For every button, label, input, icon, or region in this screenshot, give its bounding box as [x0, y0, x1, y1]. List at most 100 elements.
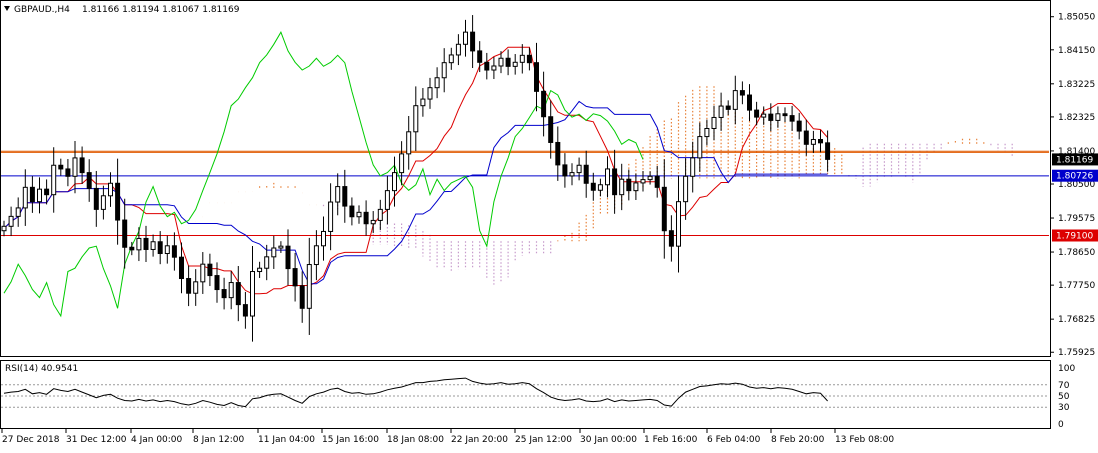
candle-body[interactable]	[37, 188, 42, 203]
candle-body[interactable]	[761, 113, 767, 118]
candle-body[interactable]	[228, 282, 234, 299]
candle-body[interactable]	[384, 190, 390, 210]
candle-body[interactable]	[576, 164, 582, 174]
candle-body[interactable]	[72, 157, 78, 177]
candle-body[interactable]	[221, 289, 227, 299]
candle-body[interactable]	[1, 225, 7, 232]
candle-body[interactable]	[505, 57, 511, 67]
candle-body[interactable]	[363, 211, 369, 225]
candle-body[interactable]	[697, 136, 703, 159]
candle-body[interactable]	[86, 172, 92, 189]
candle-body[interactable]	[65, 168, 71, 177]
candle-body[interactable]	[313, 245, 319, 266]
candle-body[interactable]	[171, 245, 177, 258]
candle-body[interactable]	[150, 241, 156, 250]
candle-body[interactable]	[193, 281, 199, 294]
candle-body[interactable]	[491, 65, 497, 71]
candle-body[interactable]	[477, 50, 483, 63]
candle-body[interactable]	[129, 246, 135, 251]
time-axis[interactable]: 27 Dec 2018 31 Dec 12:00 4 Jan 00:00 8 Jan …	[1, 429, 894, 445]
horizontal-levels[interactable]	[1, 150, 1049, 236]
candle-body[interactable]	[690, 157, 696, 177]
candle-body[interactable]	[335, 186, 341, 203]
candle-body[interactable]	[22, 186, 28, 209]
candle-body[interactable]	[257, 267, 263, 273]
candle-body[interactable]	[242, 304, 248, 317]
candle-body[interactable]	[555, 141, 561, 166]
candle-body[interactable]	[498, 57, 504, 67]
candle-body[interactable]	[512, 61, 518, 67]
candle-body[interactable]	[200, 263, 206, 283]
candle-body[interactable]	[306, 264, 312, 309]
candle-body[interactable]	[392, 172, 397, 192]
candle-body[interactable]	[796, 120, 802, 132]
candle-body[interactable]	[732, 90, 738, 110]
candle-body[interactable]	[356, 211, 362, 218]
candle-body[interactable]	[235, 282, 241, 306]
candle-body[interactable]	[271, 247, 277, 258]
candle-body[interactable]	[541, 90, 547, 118]
candle-body[interactable]	[44, 188, 50, 196]
candle-body[interactable]	[115, 182, 121, 221]
candle-body[interactable]	[15, 207, 21, 217]
candle-body[interactable]	[29, 186, 35, 203]
candle-body[interactable]	[668, 230, 674, 247]
candle-body[interactable]	[683, 175, 689, 203]
price-scale[interactable]: 1.85050 1.84150 1.83225 1.82325 1.81400 1.805…	[1050, 13, 1095, 359]
candle-body[interactable]	[186, 278, 192, 294]
candle-body[interactable]	[455, 43, 461, 56]
candle-body[interactable]	[463, 31, 468, 45]
candle-body[interactable]	[285, 245, 291, 270]
candle-body[interactable]	[605, 168, 610, 186]
candle-body[interactable]	[654, 175, 660, 188]
candle-body[interactable]	[825, 142, 831, 160]
candle-body[interactable]	[100, 195, 106, 210]
candle-body[interactable]	[789, 115, 795, 122]
candle-body[interactable]	[370, 219, 376, 225]
candle-body[interactable]	[484, 61, 490, 71]
candle-body[interactable]	[768, 113, 774, 121]
candle-body[interactable]	[321, 230, 326, 247]
candle-body[interactable]	[399, 153, 405, 174]
candle-body[interactable]	[264, 256, 270, 269]
candle-body[interactable]	[754, 109, 760, 118]
candle-body[interactable]	[427, 87, 433, 100]
chart-menu-arrow-icon[interactable]	[4, 6, 10, 11]
candle-body[interactable]	[207, 263, 213, 277]
candle-body[interactable]	[8, 215, 14, 227]
candles[interactable]	[1, 15, 831, 342]
candle-body[interactable]	[292, 268, 298, 287]
candle-body[interactable]	[747, 94, 752, 111]
candle-body[interactable]	[143, 237, 149, 250]
candle-body[interactable]	[420, 98, 426, 107]
candle-body[interactable]	[612, 168, 618, 196]
candle-body[interactable]	[590, 182, 596, 191]
candle-body[interactable]	[448, 54, 454, 64]
candle-body[interactable]	[526, 54, 532, 64]
candle-body[interactable]	[349, 205, 355, 218]
candle-body[interactable]	[711, 116, 717, 129]
candle-body[interactable]	[803, 130, 809, 145]
candle-body[interactable]	[519, 54, 525, 63]
candle-body[interactable]	[647, 175, 653, 181]
candle-body[interactable]	[342, 186, 348, 207]
candle-body[interactable]	[164, 245, 170, 255]
candle-body[interactable]	[534, 62, 539, 92]
candle-body[interactable]	[562, 164, 568, 177]
candle-body[interactable]	[434, 77, 440, 89]
candle-body[interactable]	[725, 105, 731, 110]
candle-body[interactable]	[470, 31, 476, 52]
candle-body[interactable]	[136, 237, 142, 251]
candle-body[interactable]	[299, 285, 305, 309]
candle-body[interactable]	[597, 184, 603, 191]
candle-body[interactable]	[548, 116, 554, 143]
candle-body[interactable]	[633, 182, 639, 192]
candle-body[interactable]	[51, 164, 57, 196]
candle-body[interactable]	[626, 178, 632, 192]
candle-body[interactable]	[179, 256, 184, 280]
candle-body[interactable]	[214, 275, 220, 291]
candle-body[interactable]	[79, 157, 85, 174]
candle-body[interactable]	[278, 245, 284, 249]
